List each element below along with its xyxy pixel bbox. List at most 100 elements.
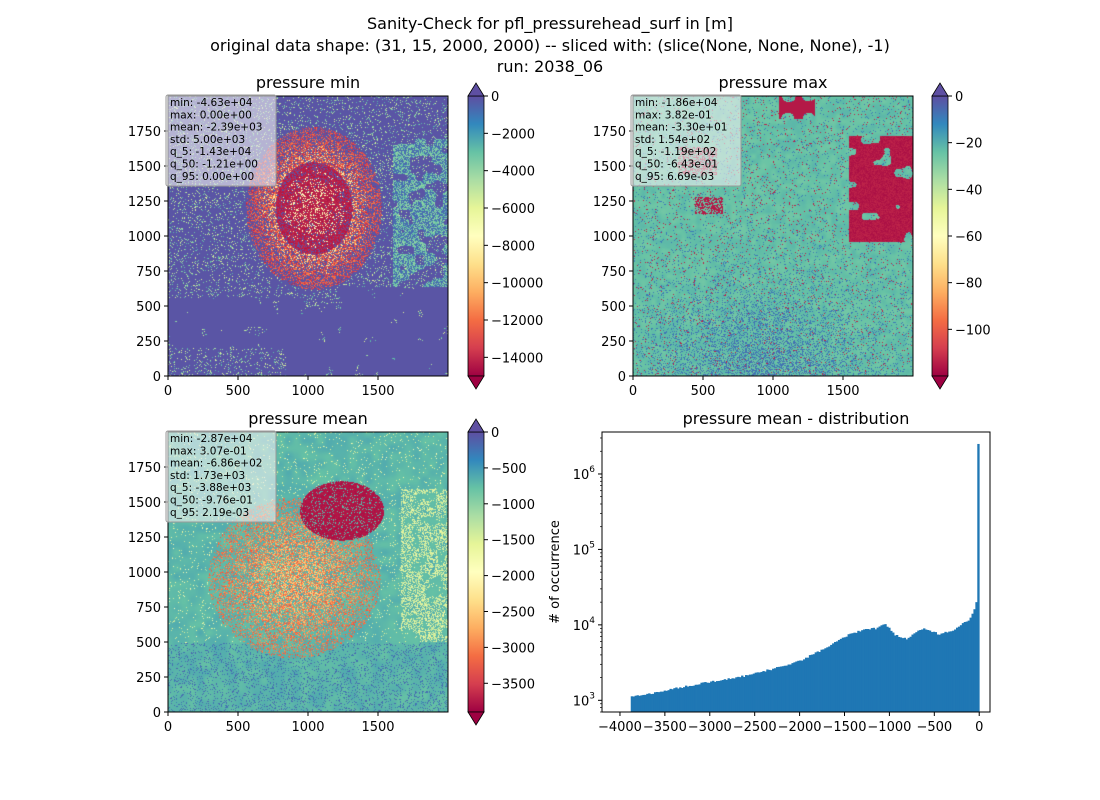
histogram-bar	[791, 663, 794, 712]
histogram-bar	[948, 631, 951, 712]
histogram-bar	[692, 685, 696, 712]
colorbar-tick-label: −2500	[491, 605, 535, 620]
histogram-bar	[808, 655, 812, 712]
histogram-bar	[824, 648, 827, 712]
histogram-bar	[913, 633, 916, 712]
histogram-bar	[911, 634, 914, 712]
histogram-bar	[683, 687, 686, 712]
histogram-bar	[806, 657, 810, 712]
histogram-bar	[830, 644, 833, 712]
histogram-bar	[690, 685, 694, 712]
histogram-bar	[969, 617, 972, 712]
colorbar-tick-label: −80	[955, 277, 982, 292]
y-tick-label: 250	[136, 335, 161, 350]
histogram-bar	[818, 651, 821, 712]
colorbar-tick-label: 0	[491, 426, 499, 441]
y-tick-label: 1500	[128, 160, 161, 175]
histogram-bars	[630, 443, 980, 712]
histogram-bar	[663, 690, 666, 712]
histogram-bar	[785, 665, 788, 712]
histogram-bar	[729, 679, 732, 712]
histogram-bar	[744, 675, 748, 712]
histogram-bar	[923, 628, 926, 712]
histogram-bar	[741, 675, 744, 712]
colorbar-tick-label: −14000	[491, 351, 543, 366]
histogram-bar	[915, 632, 918, 712]
y-tick-label: 500	[601, 300, 626, 315]
histogram-bar	[787, 664, 790, 712]
histogram-bar	[781, 666, 785, 712]
histogram-bar	[863, 629, 866, 712]
histogram-bar	[721, 680, 725, 712]
y-tick-label: 0	[153, 370, 161, 385]
colorbar-tick-label: −10000	[491, 277, 543, 292]
colorbar-extend-min	[931, 375, 949, 390]
histogram-bar	[890, 630, 893, 712]
stats-line: mean: -6.86e+02	[170, 458, 262, 470]
histogram-bar	[926, 630, 930, 712]
colorbar-tick-label: −100	[955, 323, 991, 338]
y-tick-label: 250	[136, 671, 161, 686]
histogram-bar	[903, 637, 907, 712]
histogram-bar	[965, 621, 969, 712]
histogram-bar	[686, 686, 690, 712]
histogram-bar	[841, 637, 845, 712]
histogram-bar	[975, 602, 978, 712]
stats-line: q_95: 0.00e+00	[170, 171, 254, 183]
y-tick-label: 1500	[128, 496, 161, 511]
histogram-bar	[712, 680, 715, 712]
y-tick-label: 1000	[128, 566, 161, 581]
histogram-bar	[849, 633, 852, 712]
colorbar-tick-label: −1500	[491, 534, 535, 549]
histogram-bar	[917, 630, 920, 712]
stats-line: std: 1.73e+03	[170, 470, 245, 482]
histogram-bar	[801, 660, 804, 712]
y-tick-label: 1750	[593, 125, 626, 140]
histogram-bar	[834, 641, 837, 712]
histogram-bar	[795, 661, 798, 712]
colorbar-tick-label: −2000	[491, 127, 535, 142]
histogram-bar	[673, 688, 676, 712]
y-tick-label: 103	[573, 691, 595, 709]
histogram-bar	[696, 684, 699, 712]
colorbar-tick-label: 0	[491, 90, 499, 105]
histogram-bar	[816, 651, 819, 712]
colorbar-gradient	[468, 432, 484, 712]
stats-line: q_95: 2.19e-03	[170, 507, 249, 519]
histogram-bar	[919, 629, 922, 712]
histogram-bar	[653, 692, 657, 712]
histogram-bar	[669, 688, 672, 712]
stats-box-background	[165, 94, 277, 187]
histogram-bar	[880, 625, 883, 712]
y-tick-label: 1750	[128, 461, 161, 476]
panel-title: pressure max	[718, 73, 827, 92]
histogram-bar	[874, 629, 878, 712]
histogram-bar	[746, 675, 750, 712]
histogram-bar	[770, 670, 773, 712]
histogram-bar	[845, 636, 848, 712]
colorbar-tick-label: −6000	[491, 202, 535, 217]
histogram-bar	[963, 622, 967, 712]
stats-line: min: -4.63e+04	[170, 97, 253, 109]
histogram-bar	[661, 691, 665, 712]
histogram-bar	[708, 682, 711, 712]
histogram-bar	[659, 691, 663, 712]
histogram-bar	[644, 694, 647, 712]
x-tick-label: −1000	[867, 720, 911, 735]
x-tick-label: 0	[629, 384, 637, 399]
y-tick-label: 750	[136, 601, 161, 616]
stats-line: mean: -3.30e+01	[635, 122, 727, 134]
x-tick-label: −4000	[598, 720, 642, 735]
histogram-bar	[886, 626, 889, 712]
histogram-bar	[779, 666, 783, 712]
x-tick-label: −3000	[688, 720, 732, 735]
x-tick-label: 500	[226, 720, 251, 735]
histogram-bar	[774, 668, 777, 712]
histogram-bar	[803, 659, 806, 712]
y-tick-label: 750	[601, 265, 626, 280]
histogram-bar	[870, 628, 874, 712]
histogram-bar	[704, 682, 707, 712]
heatmap-panel-1: pressure min 0 500 1000 1500 0 250 500 750 1000 12…	[128, 73, 543, 399]
